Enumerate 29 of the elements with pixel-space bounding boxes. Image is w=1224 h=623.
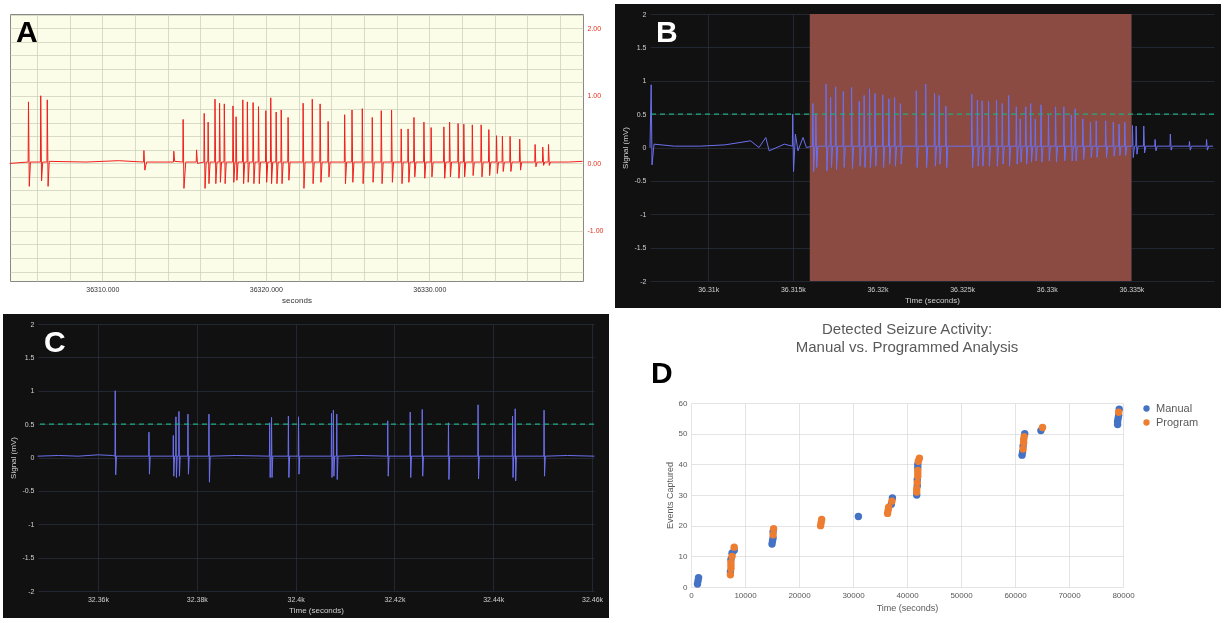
annotation: C: [44, 325, 66, 358]
y-axis-title: Signal (mV): [621, 126, 631, 169]
x-axis-title: Time (seconds): [876, 602, 939, 613]
x-tick-label: 10000: [734, 590, 758, 600]
y-tick-label: 60: [678, 398, 689, 408]
x-tick-label: 70000: [1058, 590, 1082, 600]
x-axis-title: Time (seconds): [289, 605, 345, 615]
y-tick-label: 50: [678, 429, 689, 439]
annotation: B: [656, 15, 678, 48]
y-tick-label: 40: [678, 459, 689, 469]
x-tick-label: 20000: [788, 590, 812, 600]
x-tick-label: 80000: [1112, 590, 1136, 600]
chart-title: Detected Seizure Activity: Manual vs. Programmed Analysis: [795, 320, 1019, 355]
y-tick-label: 0: [683, 582, 689, 592]
annotation: A: [16, 15, 38, 48]
y-tick-label: 30: [678, 490, 689, 500]
text: D: [651, 356, 673, 389]
y-tick-label: 20: [678, 521, 689, 531]
x-tick-label: 50000: [950, 590, 974, 600]
x-axis-title: seconds: [282, 295, 312, 305]
x-tick-label: 30000: [842, 590, 866, 600]
legend-label: Manual: [1156, 401, 1193, 414]
x-tick-label: 40000: [896, 590, 920, 600]
y-tick-label: 10: [678, 551, 689, 561]
x-axis-title: Time (seconds): [905, 295, 961, 305]
x-tick-label: 60000: [1004, 590, 1028, 600]
y-axis-title: Events Captured: [664, 461, 675, 530]
y-axis-title: Signal (mV): [9, 436, 19, 479]
legend-label: Program: [1156, 415, 1199, 428]
